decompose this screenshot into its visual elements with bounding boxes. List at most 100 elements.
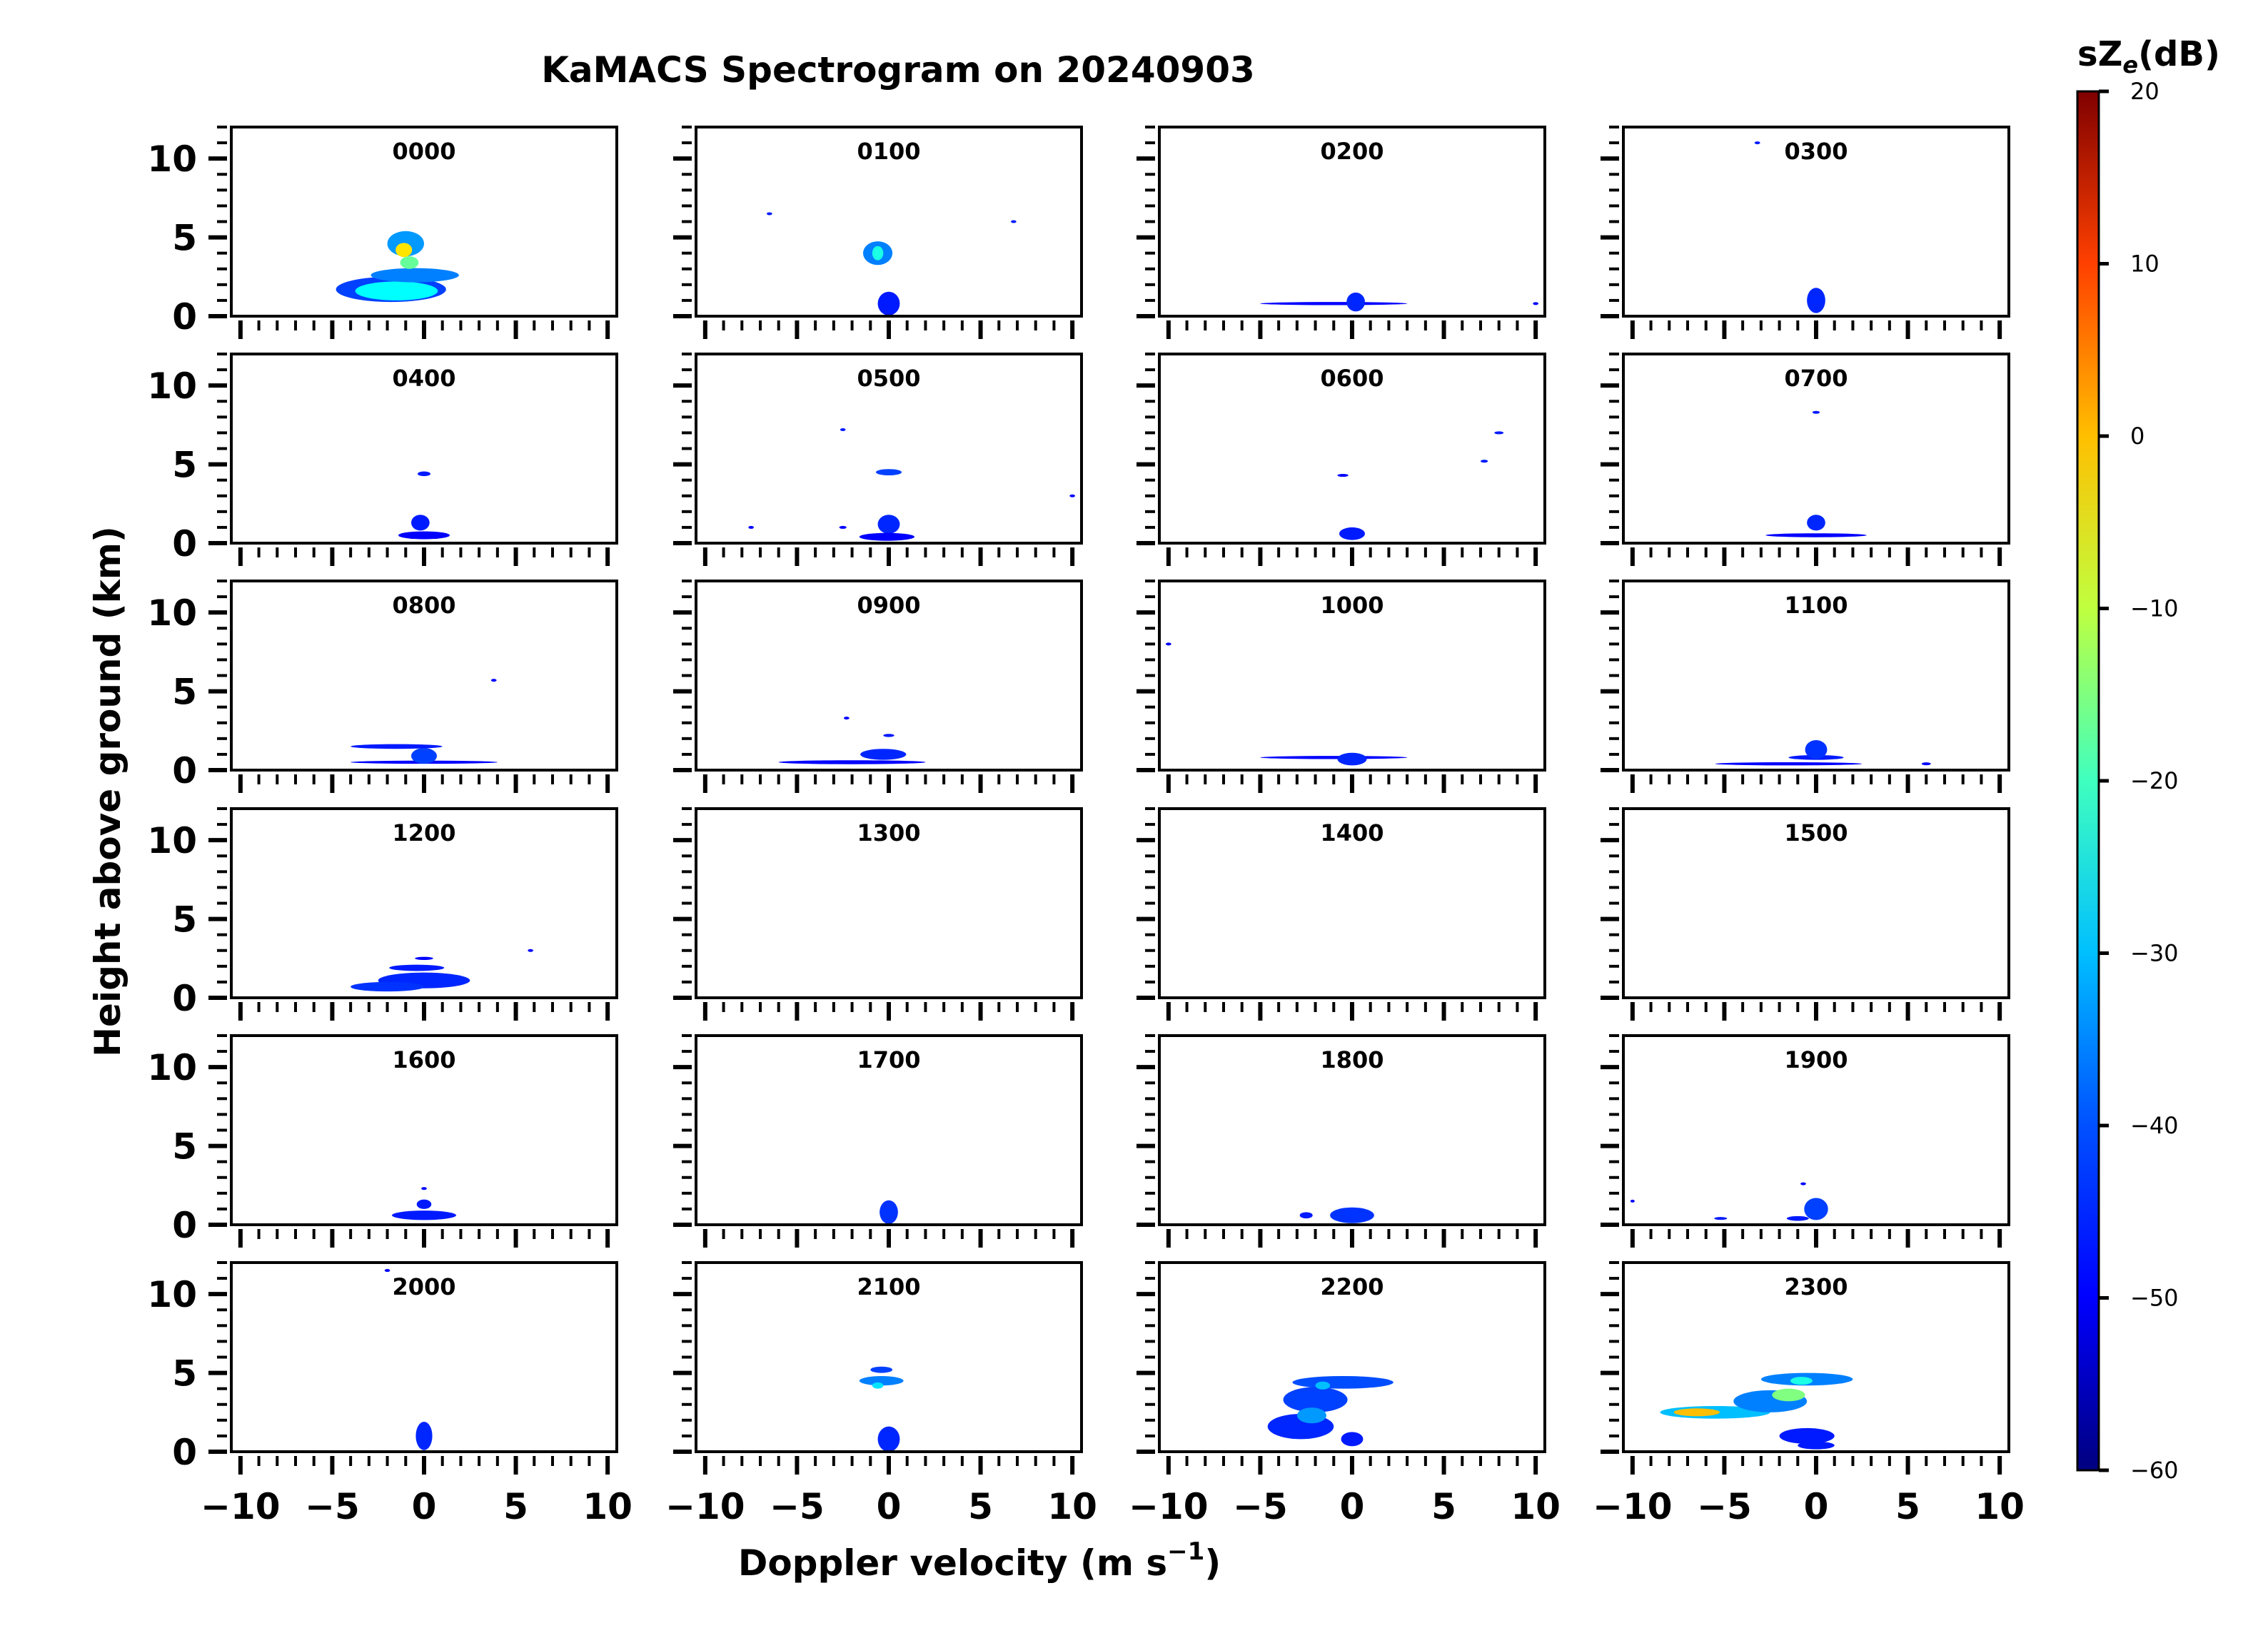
x-tick-label: −10 xyxy=(665,1486,745,1527)
spectrogram-echo xyxy=(1673,1408,1720,1417)
spectrogram-echo xyxy=(421,1187,427,1190)
x-axis-label-close: ) xyxy=(1204,1542,1221,1584)
spectrogram-echo xyxy=(411,515,430,531)
panel-time-label: 0200 xyxy=(1320,138,1384,165)
panel-frame xyxy=(695,1261,1083,1453)
x-axis-label-exponent: −1 xyxy=(1167,1537,1204,1566)
spectrogram-echo xyxy=(872,246,884,261)
spectrogram-echo xyxy=(876,469,902,476)
spectrogram-echo xyxy=(1630,1199,1635,1203)
panel-time-label: 0400 xyxy=(392,365,455,392)
panel-0600: 0600 xyxy=(1136,353,1546,566)
y-tick-label: 10 xyxy=(147,1047,197,1088)
panel-1700: 1700 xyxy=(673,1034,1083,1248)
panel-time-label: 1200 xyxy=(392,819,455,846)
panel-frame xyxy=(230,126,618,318)
panel-2000: 2000 0 5 10 −10 −5 0 5 10 xyxy=(147,1261,632,1527)
y-tick-label: 0 xyxy=(172,296,197,338)
panel-time-label: 1100 xyxy=(1784,592,1848,619)
x-tick-label: 0 xyxy=(412,1486,437,1527)
panel-frame xyxy=(1622,580,2010,772)
y-tick-label: 0 xyxy=(172,1205,197,1246)
spectrogram-echo xyxy=(1786,1215,1809,1221)
panel-frame xyxy=(1158,1034,1546,1226)
spectrogram-echo xyxy=(1798,1441,1835,1450)
spectrogram-echo xyxy=(1069,494,1075,497)
y-tick-label: 5 xyxy=(172,218,197,259)
panel-0100-echoes xyxy=(767,212,1017,315)
spectrogram-echo xyxy=(1292,1376,1393,1389)
panel-frame xyxy=(230,807,618,999)
colorbar-tick-label: −50 xyxy=(2130,1285,2179,1312)
panel-0700-echoes xyxy=(1765,410,1867,537)
spectrogram-echo xyxy=(844,717,850,720)
panel-frame xyxy=(230,353,618,545)
x-tick-label: 10 xyxy=(1511,1486,1561,1527)
x-axis-label-main: Doppler velocity (m s xyxy=(738,1542,1167,1584)
panel-0500: 0500 xyxy=(673,353,1083,566)
spectrogram-echo xyxy=(528,949,534,952)
panel-frame xyxy=(1622,1261,2010,1453)
y-tick-label: 5 xyxy=(172,1126,197,1168)
spectrogram-echo xyxy=(880,1200,898,1224)
panel-0200: 0200 xyxy=(1136,126,1546,339)
colorbar: 20 10 0 −10 −20 −30 −40 −50 −60 sZe(dB) xyxy=(2076,34,2220,1484)
panel-1100: 1100 xyxy=(1601,580,2010,793)
y-tick-label: 10 xyxy=(147,1274,197,1315)
spectrogram-echo xyxy=(1296,1407,1326,1424)
panel-time-label: 0100 xyxy=(857,138,920,165)
spectrogram-echo xyxy=(1807,288,1825,313)
x-tick-label: 5 xyxy=(1431,1486,1456,1527)
spectrogram-echo xyxy=(1011,220,1017,223)
panel-frame xyxy=(1622,1034,2010,1226)
spectrogram-echo xyxy=(872,1382,884,1389)
panel-1300: 1300 xyxy=(673,807,1083,1021)
colorbar-tick-label: 0 xyxy=(2130,423,2144,450)
panel-time-label: 1800 xyxy=(1320,1046,1384,1073)
panel-1100-echoes xyxy=(1715,740,1931,766)
panel-time-label: 1900 xyxy=(1784,1046,1848,1073)
panel-time-label: 0500 xyxy=(857,365,920,392)
panel-2000-echoes xyxy=(384,1269,433,1450)
spectrogram-echo xyxy=(1346,292,1365,312)
panel-time-label: 0000 xyxy=(392,138,455,165)
x-tick-label: −10 xyxy=(1593,1486,1672,1527)
spectrogram-echo xyxy=(1533,302,1538,305)
panel-1200: 1200 0 5 10 xyxy=(147,807,618,1021)
y-tick-label: 5 xyxy=(172,899,197,941)
panel-1000: 1000 xyxy=(1136,580,1546,793)
spectrogram-echo xyxy=(1921,762,1931,766)
spectrogram-echo xyxy=(416,1199,432,1209)
panel-frame xyxy=(230,580,618,772)
spectrogram-echo xyxy=(877,291,900,315)
spectrogram-echo xyxy=(1754,141,1760,145)
colorbar-tick-label: −30 xyxy=(2130,940,2179,967)
spectrogram-echo xyxy=(400,256,419,269)
y-tick-label: 0 xyxy=(172,750,197,792)
x-tick-label: −10 xyxy=(1129,1486,1208,1527)
panel-2300-echoes xyxy=(1660,1372,1853,1450)
panel-frame xyxy=(1158,126,1546,318)
colorbar-label: sZe(dB) xyxy=(2077,34,2220,79)
x-tick-label: 5 xyxy=(968,1486,993,1527)
spectrogram-echo xyxy=(371,268,459,283)
chart-title: KaMACS Spectrogram on 20240903 xyxy=(541,49,1255,91)
panel-1900-echoes xyxy=(1630,1182,1828,1221)
x-tick-label: 5 xyxy=(503,1486,528,1527)
spectrogram-echo xyxy=(748,525,754,529)
x-tick-label: 5 xyxy=(1895,1486,1920,1527)
y-tick-label: 0 xyxy=(172,1432,197,1473)
spectrogram-echo xyxy=(411,748,437,764)
spectrogram-echo xyxy=(1481,460,1488,463)
panel-2200: 2200 −10 −5 0 5 10 xyxy=(1129,1261,1561,1527)
panel-0300-echoes xyxy=(1754,141,1825,313)
panel-0400-echoes xyxy=(398,471,450,540)
y-tick-label: 10 xyxy=(147,365,197,407)
panel-time-label: 1500 xyxy=(1784,819,1848,846)
panel-frame xyxy=(695,1034,1083,1226)
y-tick-label: 0 xyxy=(172,978,197,1019)
colorbar-label-subscript: e xyxy=(2122,51,2138,79)
